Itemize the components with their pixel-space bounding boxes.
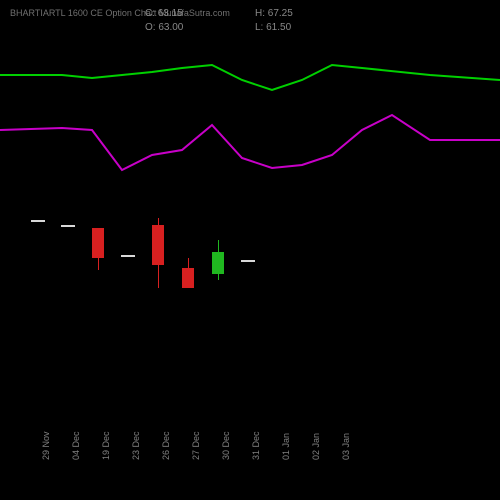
chart-svg [0, 0, 500, 500]
x-axis-label: 30 Dec [221, 431, 231, 460]
x-axis-label: 29 Nov [41, 431, 51, 460]
x-axis-label: 01 Jan [281, 433, 291, 460]
price-tick [31, 220, 45, 222]
price-tick [121, 255, 135, 257]
indicator-line-magenta [0, 115, 500, 170]
price-tick [61, 225, 75, 227]
x-axis-label: 26 Dec [161, 431, 171, 460]
candle-body [182, 268, 194, 288]
x-axis-label: 31 Dec [251, 431, 261, 460]
x-axis-label: 02 Jan [311, 433, 321, 460]
x-axis-label: 27 Dec [191, 431, 201, 460]
x-axis-label: 19 Dec [101, 431, 111, 460]
x-axis-label: 23 Dec [131, 431, 141, 460]
candle-body [152, 225, 164, 265]
candle-body [92, 228, 104, 258]
indicator-line-green [0, 65, 500, 90]
x-axis-label: 04 Dec [71, 431, 81, 460]
price-tick [241, 260, 255, 262]
candle-body [212, 252, 224, 274]
x-axis-label: 03 Jan [341, 433, 351, 460]
